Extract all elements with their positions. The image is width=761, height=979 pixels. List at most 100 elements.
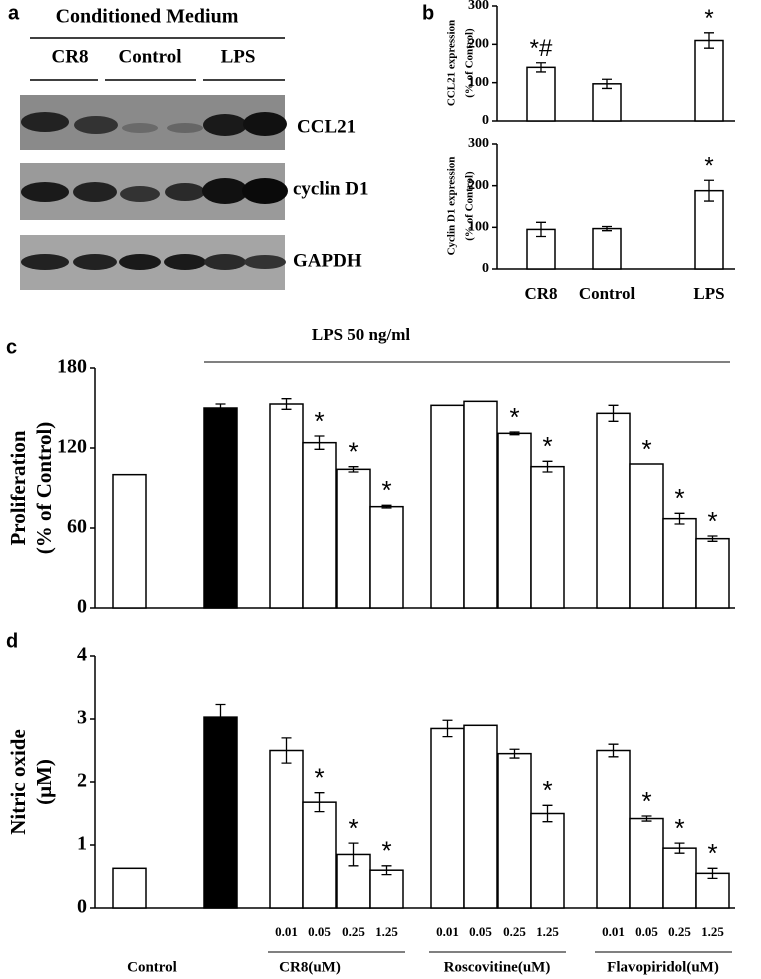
band: [204, 254, 246, 270]
error-bar: [381, 865, 392, 876]
x-tick-label: 0.01: [602, 924, 625, 939]
bar: [463, 724, 498, 909]
band: [21, 254, 69, 270]
bar: [112, 867, 147, 909]
bar: [269, 403, 304, 609]
y-tick-label: 100: [468, 220, 489, 235]
row-label: cyclin D1: [293, 178, 368, 199]
bar: [369, 869, 404, 909]
x-tick-label: 0.25: [503, 924, 526, 939]
bar: [694, 189, 724, 270]
band: [120, 186, 160, 202]
row-label: GAPDH: [293, 250, 362, 271]
y-tick-label: 200: [468, 178, 489, 193]
x-tick-label: CR8: [524, 284, 557, 303]
error-bar: [608, 404, 619, 422]
bar: [629, 463, 664, 609]
significance-mark: *: [707, 506, 717, 536]
error-bar: [281, 737, 292, 764]
y-tick-label: 1: [77, 833, 87, 855]
band: [165, 183, 205, 201]
x-tick-label: 0.05: [308, 924, 331, 939]
x-tick-label: 0.25: [342, 924, 365, 939]
lane-label: Control: [119, 46, 182, 67]
significance-mark: *#: [530, 35, 553, 62]
y-axis-label: CCL21 expression: [446, 20, 458, 106]
x-tick-label: 0.01: [436, 924, 459, 939]
error-bar: [674, 842, 685, 854]
x-tick-label: 0.05: [635, 924, 658, 939]
y-tick-label: 0: [482, 261, 489, 276]
significance-mark: *: [348, 437, 358, 467]
error-bar: [602, 225, 612, 232]
band: [203, 114, 247, 136]
significance-mark: *: [674, 483, 684, 513]
error-bar: [281, 398, 292, 410]
lane-label: CR8: [52, 46, 89, 67]
error-bar: [707, 867, 718, 880]
band: [243, 112, 287, 136]
error-bar: [314, 792, 325, 813]
error-bar: [704, 179, 714, 202]
bar: [530, 465, 565, 609]
x-tick-label: Control: [579, 284, 636, 303]
group-label: Control: [127, 959, 177, 975]
significance-mark: *: [641, 434, 651, 464]
y-tick-label: 180: [57, 356, 87, 378]
significance-mark: *: [542, 431, 552, 461]
x-tick-label: 0.05: [469, 924, 492, 939]
error-bar: [215, 703, 226, 731]
panel-label: d: [6, 630, 18, 652]
error-bar: [442, 719, 453, 738]
error-bar: [704, 32, 714, 49]
band: [73, 182, 117, 202]
y-tick-label: 4: [77, 644, 87, 666]
y-tick-label: 2: [77, 770, 87, 792]
error-bar: [348, 466, 359, 473]
significance-mark: *: [509, 402, 519, 432]
bar: [695, 537, 730, 609]
panel-label: c: [6, 336, 17, 358]
group-label: Flavopiridol(uM): [607, 959, 719, 975]
bar: [430, 727, 465, 909]
bar: [463, 400, 498, 609]
bar: [662, 847, 697, 909]
x-tick-label: 0.01: [275, 924, 298, 939]
bar: [530, 812, 565, 909]
bar: [302, 801, 337, 909]
error-bar: [536, 62, 546, 73]
y-tick-label: 0: [77, 896, 87, 918]
band: [73, 254, 117, 270]
significance-mark: *: [348, 813, 358, 843]
error-bar: [608, 743, 619, 758]
bar: [592, 83, 622, 122]
bar: [203, 407, 238, 609]
band: [122, 123, 158, 133]
y-tick-label: 3: [77, 707, 87, 729]
x-tick-label: 1.25: [536, 924, 559, 939]
band: [202, 178, 248, 204]
error-bar: [641, 815, 652, 822]
row-label: CCL21: [297, 116, 356, 137]
error-bar: [509, 748, 520, 759]
band: [119, 254, 161, 270]
significance-mark: *: [314, 763, 324, 793]
error-bar: [314, 435, 325, 450]
y-tick-label: 100: [468, 75, 489, 90]
bar: [336, 468, 371, 609]
error-bar: [509, 431, 520, 436]
error-bar: [542, 804, 553, 823]
y-axis-label: Proliferation: [6, 430, 30, 545]
error-bar: [602, 78, 612, 90]
significance-mark: *: [704, 153, 713, 180]
y-axis-label: Cyclin D1 expression: [446, 157, 458, 256]
treatment-label: LPS 50 ng/ml: [312, 325, 411, 344]
bar: [662, 517, 697, 609]
western-blot: Conditioned Medium CR8 Control LPS CCL21…: [20, 6, 368, 290]
bar: [302, 441, 337, 609]
y-axis-label: (% of Control): [464, 28, 476, 98]
bar: [497, 432, 532, 609]
bar: [596, 749, 631, 909]
panel-label: b: [422, 2, 434, 24]
